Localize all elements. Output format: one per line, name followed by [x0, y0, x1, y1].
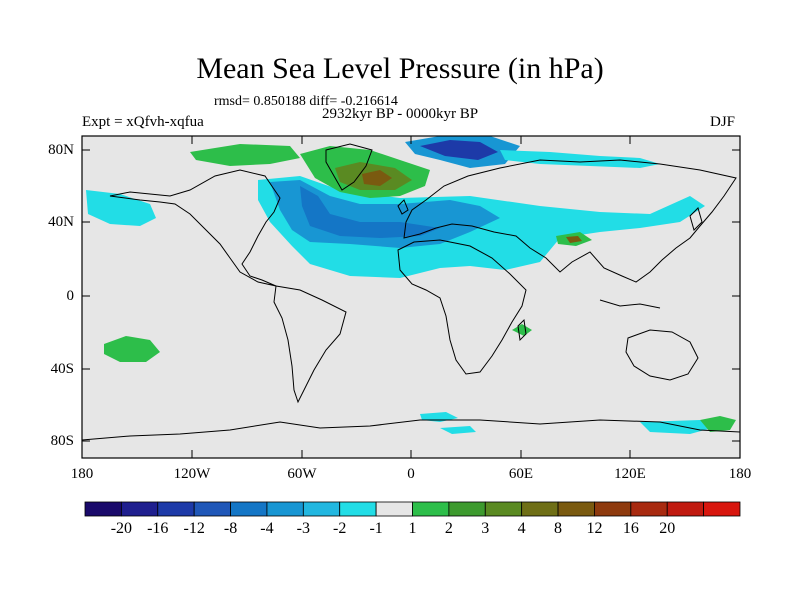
- colorbar-label: -4: [260, 520, 274, 537]
- lon-label-120e: 120E: [614, 466, 646, 482]
- positive-anomaly-ross-sea: [700, 416, 736, 432]
- coastline-uk: [397, 199, 409, 215]
- coastline-greenland: [325, 143, 373, 191]
- negative-anomaly-antarctic-3: [640, 420, 712, 434]
- colorbar-swatch: [666, 501, 705, 517]
- colorbar-label: -12: [183, 520, 205, 537]
- colorbar-swatch: [448, 501, 486, 517]
- negative-anomaly-arctic-band: [500, 150, 660, 168]
- coastline-north-america: [109, 169, 281, 287]
- colorbar-swatch: [703, 501, 741, 517]
- colorbar-swatch: [157, 501, 195, 517]
- latitude-ticks: [82, 149, 740, 442]
- time-period: 2932kyr BP - 0000kyr BP: [322, 106, 479, 122]
- colorbar-label: -3: [296, 520, 310, 537]
- colorbar-swatch: [521, 501, 559, 517]
- lat-label-40s: 40S: [50, 361, 74, 377]
- coastlines: [82, 143, 740, 441]
- colorbar-label: 16: [622, 520, 639, 537]
- coastline-africa: [397, 239, 527, 375]
- coastline-south-america: [273, 285, 347, 404]
- colorbar-swatch: [484, 501, 523, 517]
- colorbar-swatch: [630, 501, 668, 517]
- chart-title: Mean Sea Level Pressure (in hPa): [196, 52, 604, 85]
- colorbar-swatch: [302, 501, 341, 517]
- coastline-australia: [625, 329, 699, 381]
- colorbar-swatch: [193, 501, 231, 517]
- negative-anomaly-greenland-core: [420, 140, 498, 160]
- colorbar-label: -16: [147, 520, 169, 537]
- positive-anomaly-tibet-core: [566, 236, 582, 243]
- colorbar-label: 20: [659, 520, 676, 537]
- positive-anomaly-arctic-core: [362, 170, 392, 186]
- colorbar-label: -8: [223, 520, 238, 537]
- colorbar: [84, 501, 741, 517]
- colorbar-label: -2: [333, 520, 347, 537]
- coastline-japan: [689, 207, 703, 231]
- colorbar-swatch: [557, 501, 595, 517]
- lon-label-0: 0: [407, 466, 415, 482]
- lon-label-180w: 180: [70, 466, 94, 482]
- experiment-label: Expt = xQfvh-xqfua: [82, 114, 204, 130]
- coastline-eurasia: [403, 159, 737, 283]
- colorbar-label: 2: [444, 520, 453, 537]
- colorbar-swatch: [84, 501, 122, 517]
- positive-anomaly-indian-ocean: [512, 324, 532, 336]
- colorbar-swatch: [230, 501, 268, 517]
- negative-anomaly-north-pacific: [86, 190, 156, 226]
- negative-anomaly-north-atlantic: [258, 176, 705, 278]
- rmsd-diff-stats: rmsd= 0.850188 diff= -0.216614: [214, 94, 398, 109]
- colorbar-label: 1: [408, 520, 417, 537]
- colorbar-swatch: [412, 501, 450, 517]
- longitude-ticks: [191, 136, 631, 458]
- lat-label-80n: 80N: [48, 142, 74, 158]
- positive-anomaly-canadian-arctic: [190, 144, 300, 166]
- colorbar-label: -1: [369, 520, 383, 537]
- colorbar-swatch: [339, 501, 377, 517]
- colorbar-swatch: [594, 501, 632, 517]
- anomaly-fields: [86, 136, 736, 434]
- colorbar-swatch: [375, 501, 413, 517]
- colorbar-label: 4: [517, 520, 526, 537]
- colorbar-label: 8: [554, 520, 563, 537]
- lat-label-0: 0: [66, 288, 75, 304]
- lon-label-120w: 120W: [173, 466, 211, 482]
- coastline-madagascar: [517, 318, 527, 342]
- colorbar-swatch: [120, 501, 159, 517]
- lat-label-40n: 40N: [48, 214, 74, 230]
- coastline-antarctica: [82, 419, 740, 441]
- colorbar-label: -20: [110, 520, 133, 537]
- lon-label-60e: 60E: [508, 466, 534, 482]
- positive-anomaly-south-pacific: [104, 336, 160, 362]
- negative-anomaly-antarctic-2: [440, 426, 476, 434]
- lon-label-60w: 60W: [287, 466, 317, 482]
- colorbar-label: 12: [586, 520, 603, 537]
- lat-label-80s: 80S: [50, 433, 74, 449]
- colorbar-swatch: [266, 501, 304, 517]
- season-label: DJF: [710, 114, 736, 130]
- coastline-indonesia: [599, 299, 661, 309]
- colorbar-label: 3: [481, 520, 490, 537]
- negative-anomaly-inner: [300, 186, 440, 238]
- lon-label-180e: 180: [728, 466, 752, 482]
